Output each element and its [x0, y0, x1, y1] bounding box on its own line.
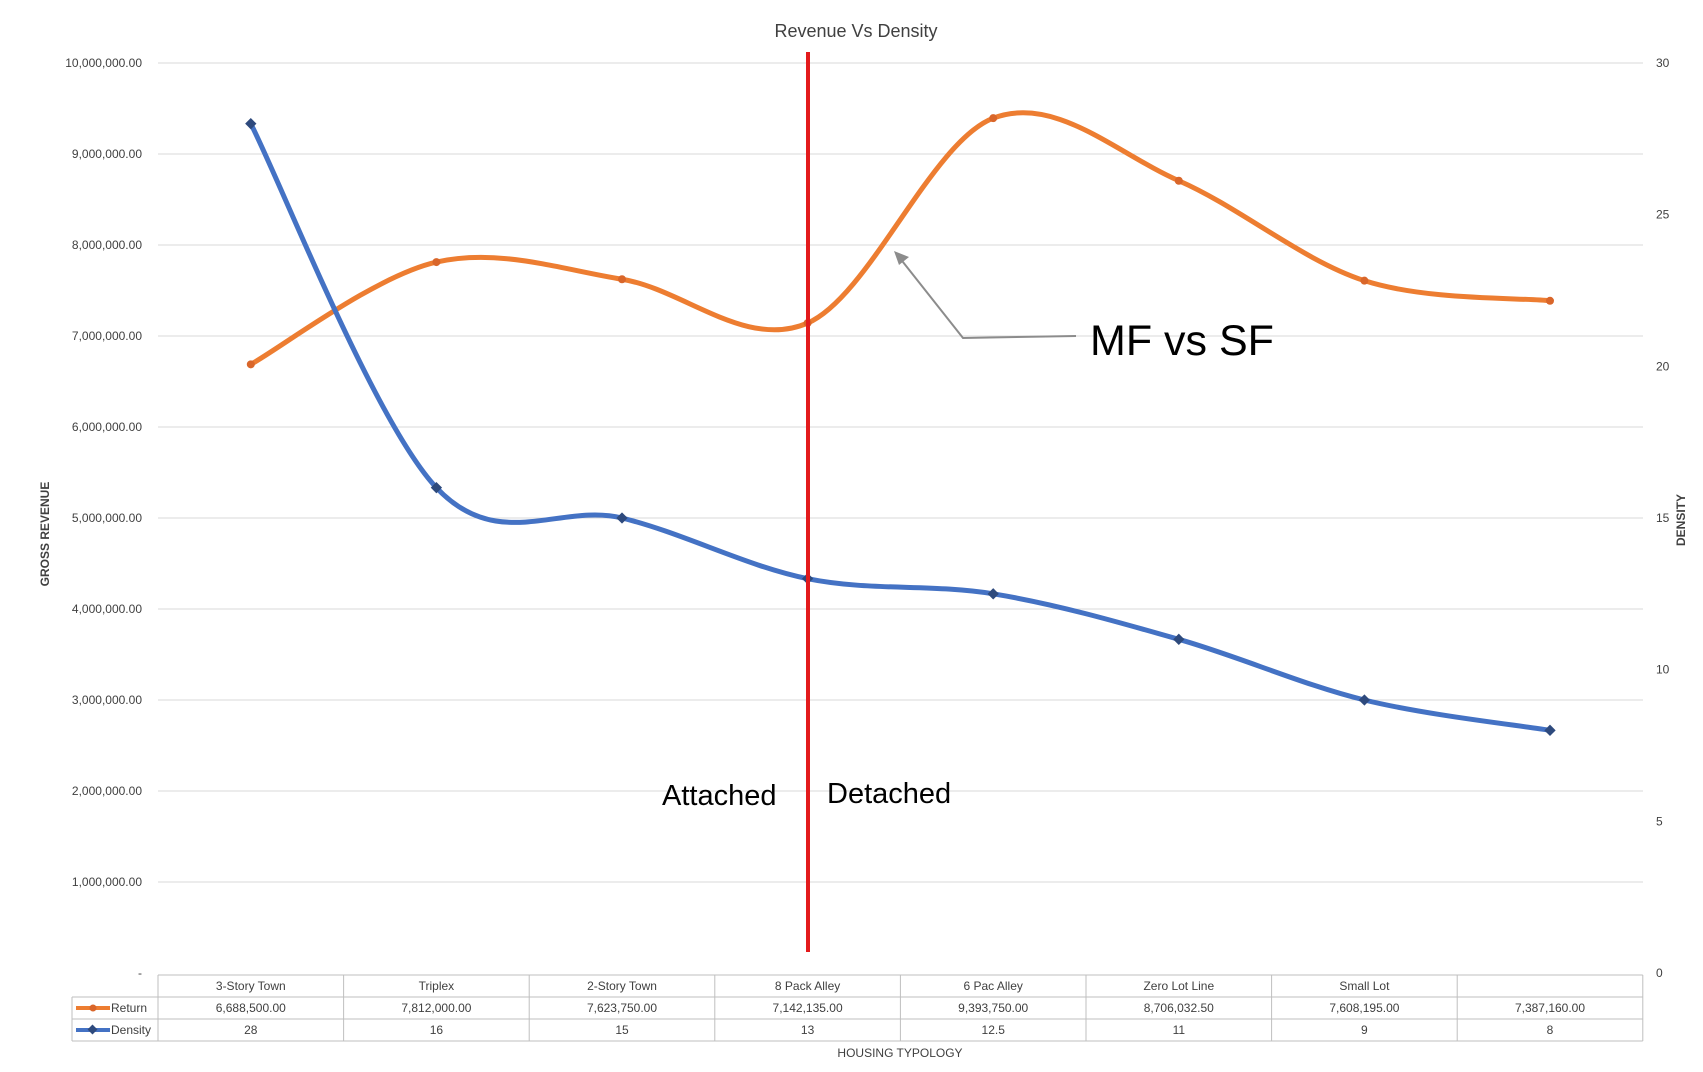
table-category: 3-Story Town: [216, 979, 286, 993]
density-table-value: 8: [1547, 1023, 1554, 1037]
density-table-value: 9: [1361, 1023, 1368, 1037]
y-tick-label: 8,000,000.00: [72, 238, 142, 252]
y-tick-label: 6,000,000.00: [72, 420, 142, 434]
y2-tick-label: 25: [1656, 208, 1670, 222]
y2-tick-label: 20: [1656, 359, 1670, 373]
table-category: 6 Pac Alley: [964, 979, 1023, 993]
return-table-value: 8,706,032.50: [1144, 1001, 1214, 1015]
y2-axis-title: DENSITY: [1674, 494, 1688, 546]
series-lines: [245, 110, 1556, 736]
y-tick-label: 3,000,000.00: [72, 693, 142, 707]
return-table-value: 7,608,195.00: [1329, 1001, 1399, 1015]
return-point: [1546, 296, 1554, 305]
y2-tick-label: 30: [1656, 56, 1670, 70]
y-tick-label: 5,000,000.00: [72, 511, 142, 525]
return-point: [1360, 276, 1369, 285]
density-point: [1358, 694, 1371, 706]
table-category: Zero Lot Line: [1143, 979, 1214, 993]
mf-vs-sf-arrow: [894, 251, 1077, 340]
return-table-value: 7,623,750.00: [587, 1001, 657, 1015]
density-point: [987, 588, 999, 600]
table-category: 8 Pack Alley: [775, 979, 840, 993]
density-table-value: 28: [244, 1023, 258, 1037]
density-table-value: 13: [801, 1023, 815, 1037]
y-tick-label: 1,000,000.00: [72, 875, 142, 889]
density-point: [430, 482, 443, 494]
y-tick-label: 7,000,000.00: [72, 329, 142, 343]
return-point: [1174, 176, 1183, 185]
return-point: [432, 258, 441, 267]
return-line: [248, 110, 1553, 367]
data-table: 3-Story Town Triplex 2-Story Town 8 Pack Al…: [71, 974, 1644, 1042]
left-axis-ticks: - 1,000,000.00 2,000,000.00 3,000,000.00 4,0…: [65, 56, 142, 980]
right-axis-ticks: 0 5 10 15 20 25 30: [1656, 56, 1670, 980]
density-point: [616, 512, 628, 524]
y2-tick-label: 15: [1656, 511, 1670, 525]
density-table-value: 16: [430, 1023, 444, 1037]
density-table-value: 15: [615, 1023, 629, 1037]
density-line: [248, 121, 1553, 733]
return-legend-label: Return: [111, 1001, 147, 1015]
return-point: [618, 275, 626, 284]
density-table-value: 12.5: [982, 1023, 1006, 1037]
return-table-value: 7,387,160.00: [1515, 1001, 1585, 1015]
y-tick-label: 4,000,000.00: [72, 602, 142, 616]
y-tick-label: -: [138, 966, 142, 980]
return-table-value: 6,688,500.00: [216, 1001, 286, 1015]
table-category: 2-Story Town: [587, 979, 657, 993]
detached-label: Detached: [827, 778, 951, 810]
table-category: Triplex: [419, 979, 455, 993]
y2-tick-label: 0: [1656, 966, 1663, 980]
y-axis-title: GROSS REVENUE: [38, 482, 52, 587]
density-legend-marker: [87, 1024, 98, 1035]
gridlines: [158, 62, 1643, 883]
return-table-value: 9,393,750.00: [958, 1001, 1028, 1015]
attached-label: Attached: [662, 780, 776, 812]
density-legend-label: Density: [111, 1023, 151, 1037]
table-category: Small Lot: [1339, 979, 1390, 993]
y2-tick-label: 5: [1656, 814, 1663, 828]
density-table-value: 11: [1173, 1023, 1186, 1037]
return-point: [246, 360, 255, 369]
return-table-value: 7,812,000.00: [401, 1001, 471, 1015]
return-legend-marker: [89, 1004, 97, 1012]
mf-vs-sf-label: MF vs SF: [1090, 317, 1274, 365]
density-point: [1173, 633, 1185, 645]
y2-tick-label: 10: [1656, 663, 1670, 677]
x-axis-title: HOUSING TYPOLOGY: [837, 1046, 962, 1060]
density-point: [1544, 724, 1556, 736]
y-tick-label: 10,000,000.00: [65, 56, 142, 70]
y-tick-label: 9,000,000.00: [72, 147, 142, 161]
return-table-value: 7,142,135.00: [773, 1001, 843, 1015]
return-point: [989, 114, 998, 123]
y-tick-label: 2,000,000.00: [72, 784, 142, 798]
chart-title: Revenue Vs Density: [774, 21, 937, 41]
